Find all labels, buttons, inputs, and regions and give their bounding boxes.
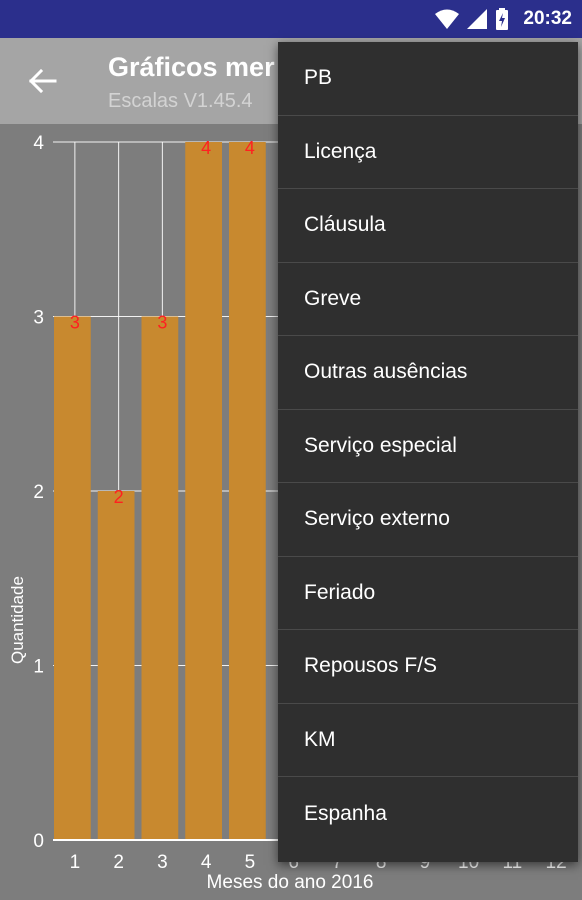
menu-item[interactable]: PB xyxy=(278,42,578,116)
y-tick-label: 2 xyxy=(33,482,44,503)
wifi-icon xyxy=(435,9,460,29)
bar xyxy=(185,142,222,840)
page-subtitle: Escalas V1.45.4 xyxy=(108,90,253,112)
menu-item[interactable]: Espanha xyxy=(304,801,387,825)
bar xyxy=(141,316,179,840)
status-time: 20:32 xyxy=(523,8,572,29)
x-tick-label: 3 xyxy=(157,852,168,873)
page-title: Gráficos mer xyxy=(108,52,275,82)
menu-item[interactable]: Serviço especial xyxy=(278,410,578,483)
x-tick-label: 2 xyxy=(113,852,124,873)
menu-item[interactable]: Outras ausências xyxy=(278,336,578,410)
x-tick-label: 7 xyxy=(332,852,343,873)
menu-item[interactable]: Feriado xyxy=(278,557,578,630)
status-bar: 20:32 xyxy=(0,0,582,38)
bar-value-label: 4 xyxy=(201,138,211,158)
bar xyxy=(229,142,266,840)
x-tick-label: 6 xyxy=(288,852,299,873)
x-tick-label: 5 xyxy=(245,852,256,873)
back-button[interactable] xyxy=(26,64,60,98)
x-axis-label: Meses do ano 2016 xyxy=(207,872,374,893)
x-tick-label: 9 xyxy=(420,852,431,873)
x-tick-label: 4 xyxy=(201,852,212,873)
bar-value-label: 2 xyxy=(114,487,124,507)
bar xyxy=(97,491,135,840)
bar-value-label: 3 xyxy=(157,313,167,333)
y-tick-label: 0 xyxy=(33,831,44,852)
signal-icon xyxy=(467,9,488,29)
y-tick-label: 3 xyxy=(33,308,44,329)
menu-item[interactable]: Serviço externo xyxy=(278,483,578,557)
x-tick-label: 8 xyxy=(376,852,387,873)
bar-value-label: 4 xyxy=(245,138,255,158)
menu-item[interactable]: Licença xyxy=(278,116,578,189)
y-tick-label: 1 xyxy=(33,657,44,678)
menu-item[interactable]: Repousos F/S xyxy=(278,630,578,704)
y-tick-label: 4 xyxy=(33,133,44,154)
menu-item[interactable]: Cláusula xyxy=(278,189,578,263)
menu-item[interactable]: Greve xyxy=(278,263,578,336)
bar xyxy=(54,316,91,840)
y-axis-label: Quantidade xyxy=(8,576,27,664)
overflow-menu: PB Licença Cláusula Greve Outras ausências Se… xyxy=(278,42,578,862)
battery-icon xyxy=(495,8,509,30)
arrow-left-icon xyxy=(29,69,57,93)
menu-item[interactable]: KM xyxy=(278,704,578,777)
x-tick-label: 1 xyxy=(70,852,81,873)
bar-value-label: 3 xyxy=(70,313,80,333)
